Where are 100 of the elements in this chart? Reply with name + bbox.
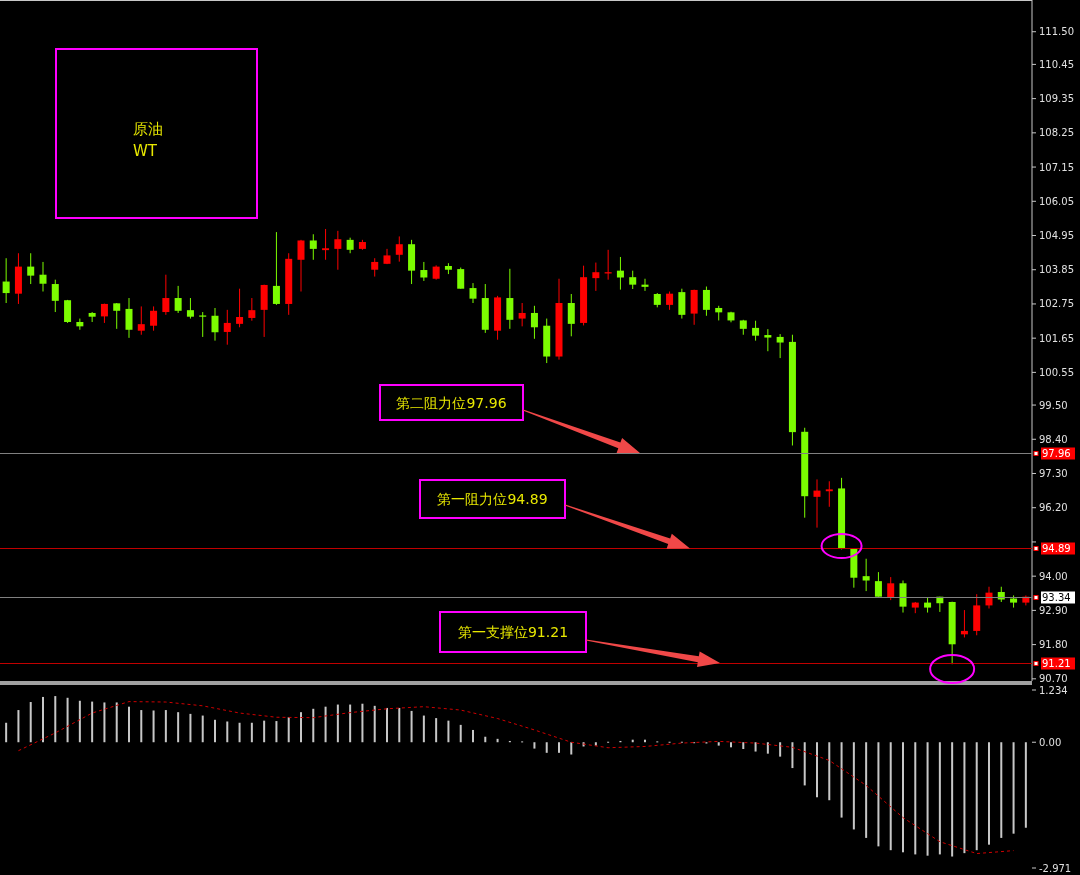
bar [472,729,474,743]
bar [214,719,216,743]
bar [816,742,818,798]
bar [226,721,229,743]
bar [17,710,20,743]
bar [570,742,573,755]
y-tick-label: 98.40 [1039,433,1068,445]
bar [386,707,388,743]
bar [300,712,302,743]
bar [926,742,929,856]
candlestick [444,262,452,275]
bar [189,713,192,743]
bar [533,742,536,749]
candlestick [309,233,317,261]
ref-line-label: 91.21 [1042,658,1071,669]
bar [938,742,941,855]
bar [78,700,81,743]
bar [828,742,831,801]
y-tick-label: 103.85 [1039,264,1074,276]
y-tick-label: -2.971 [1039,862,1072,874]
y-tick-label: 99.50 [1039,399,1068,411]
bar [275,721,278,743]
candlestick [186,297,194,320]
candlestick [113,302,121,330]
bar [889,742,892,851]
bar [766,742,769,754]
bar [164,710,167,743]
bar [754,742,757,752]
bar [336,704,339,743]
y-tick-label: 100.55 [1039,366,1074,378]
bar [545,742,548,753]
y-tick-label: 94.00 [1039,570,1068,582]
y-tick-label: 92.90 [1039,604,1068,616]
bar [54,696,57,743]
bar [902,742,904,853]
text: 原油 [133,120,163,138]
ref-line-label: 94.89 [1042,543,1071,554]
bar [312,708,315,743]
bar [29,702,32,743]
bar [435,718,438,743]
bar [177,712,180,743]
y-tick-label: 96.20 [1039,502,1068,514]
bar [287,717,290,743]
text: WT [133,142,158,160]
y-tick-label: 106.05 [1039,195,1074,207]
candlestick [199,311,207,338]
bar [742,742,745,750]
y-tick-label: 110.45 [1039,58,1074,70]
ref-line-label: 93.34 [1042,592,1071,603]
annotation: 第二阻力位97.96 [396,394,507,411]
bar [140,710,143,743]
bar [840,742,843,818]
bar [717,742,720,746]
candlestick [137,305,145,336]
bar [42,696,44,743]
candlestick [825,480,833,508]
bar [128,706,130,743]
y-tick-label: 101.65 [1039,332,1074,344]
y-tick-label: 109.35 [1039,93,1074,105]
y-tick-label: 1.234 [1039,684,1068,696]
candlestick [739,319,747,336]
bar [791,742,794,769]
annotation: 第一支撑位91.21 [457,624,569,640]
bar [410,710,413,743]
bar [852,742,855,830]
bar [91,701,94,743]
bar [803,742,806,786]
bar [324,706,327,743]
y-tick-label: 111.50 [1039,26,1074,38]
bar [558,742,560,753]
bar [988,742,990,845]
bar [250,722,253,743]
bar [398,707,401,743]
bar [1024,742,1027,828]
y-tick-label: 90.70 [1039,673,1068,685]
y-tick-label: 0.00 [1039,736,1062,748]
bar [951,742,954,857]
bar [66,697,69,743]
candlestick [629,270,637,290]
bar [730,742,732,748]
bar [263,720,266,743]
ref-line-label: 97.96 [1042,448,1071,459]
bar [914,742,917,855]
bar [115,702,118,743]
y-tick-label: 91.80 [1039,639,1068,651]
bar [447,720,450,743]
y-tick-label: 97.30 [1039,468,1068,479]
bar [779,742,782,757]
y-tick-label: 102.75 [1039,298,1074,310]
bar [422,715,425,743]
bar [1012,742,1015,834]
bar [5,722,8,743]
bar [361,703,364,743]
candlestick [322,228,330,261]
bar [975,742,978,851]
bar [238,722,241,743]
y-tick-label: 108.25 [1039,127,1074,139]
bar [484,736,487,743]
bar [152,710,155,743]
y-tick-label: 107.15 [1039,161,1074,173]
